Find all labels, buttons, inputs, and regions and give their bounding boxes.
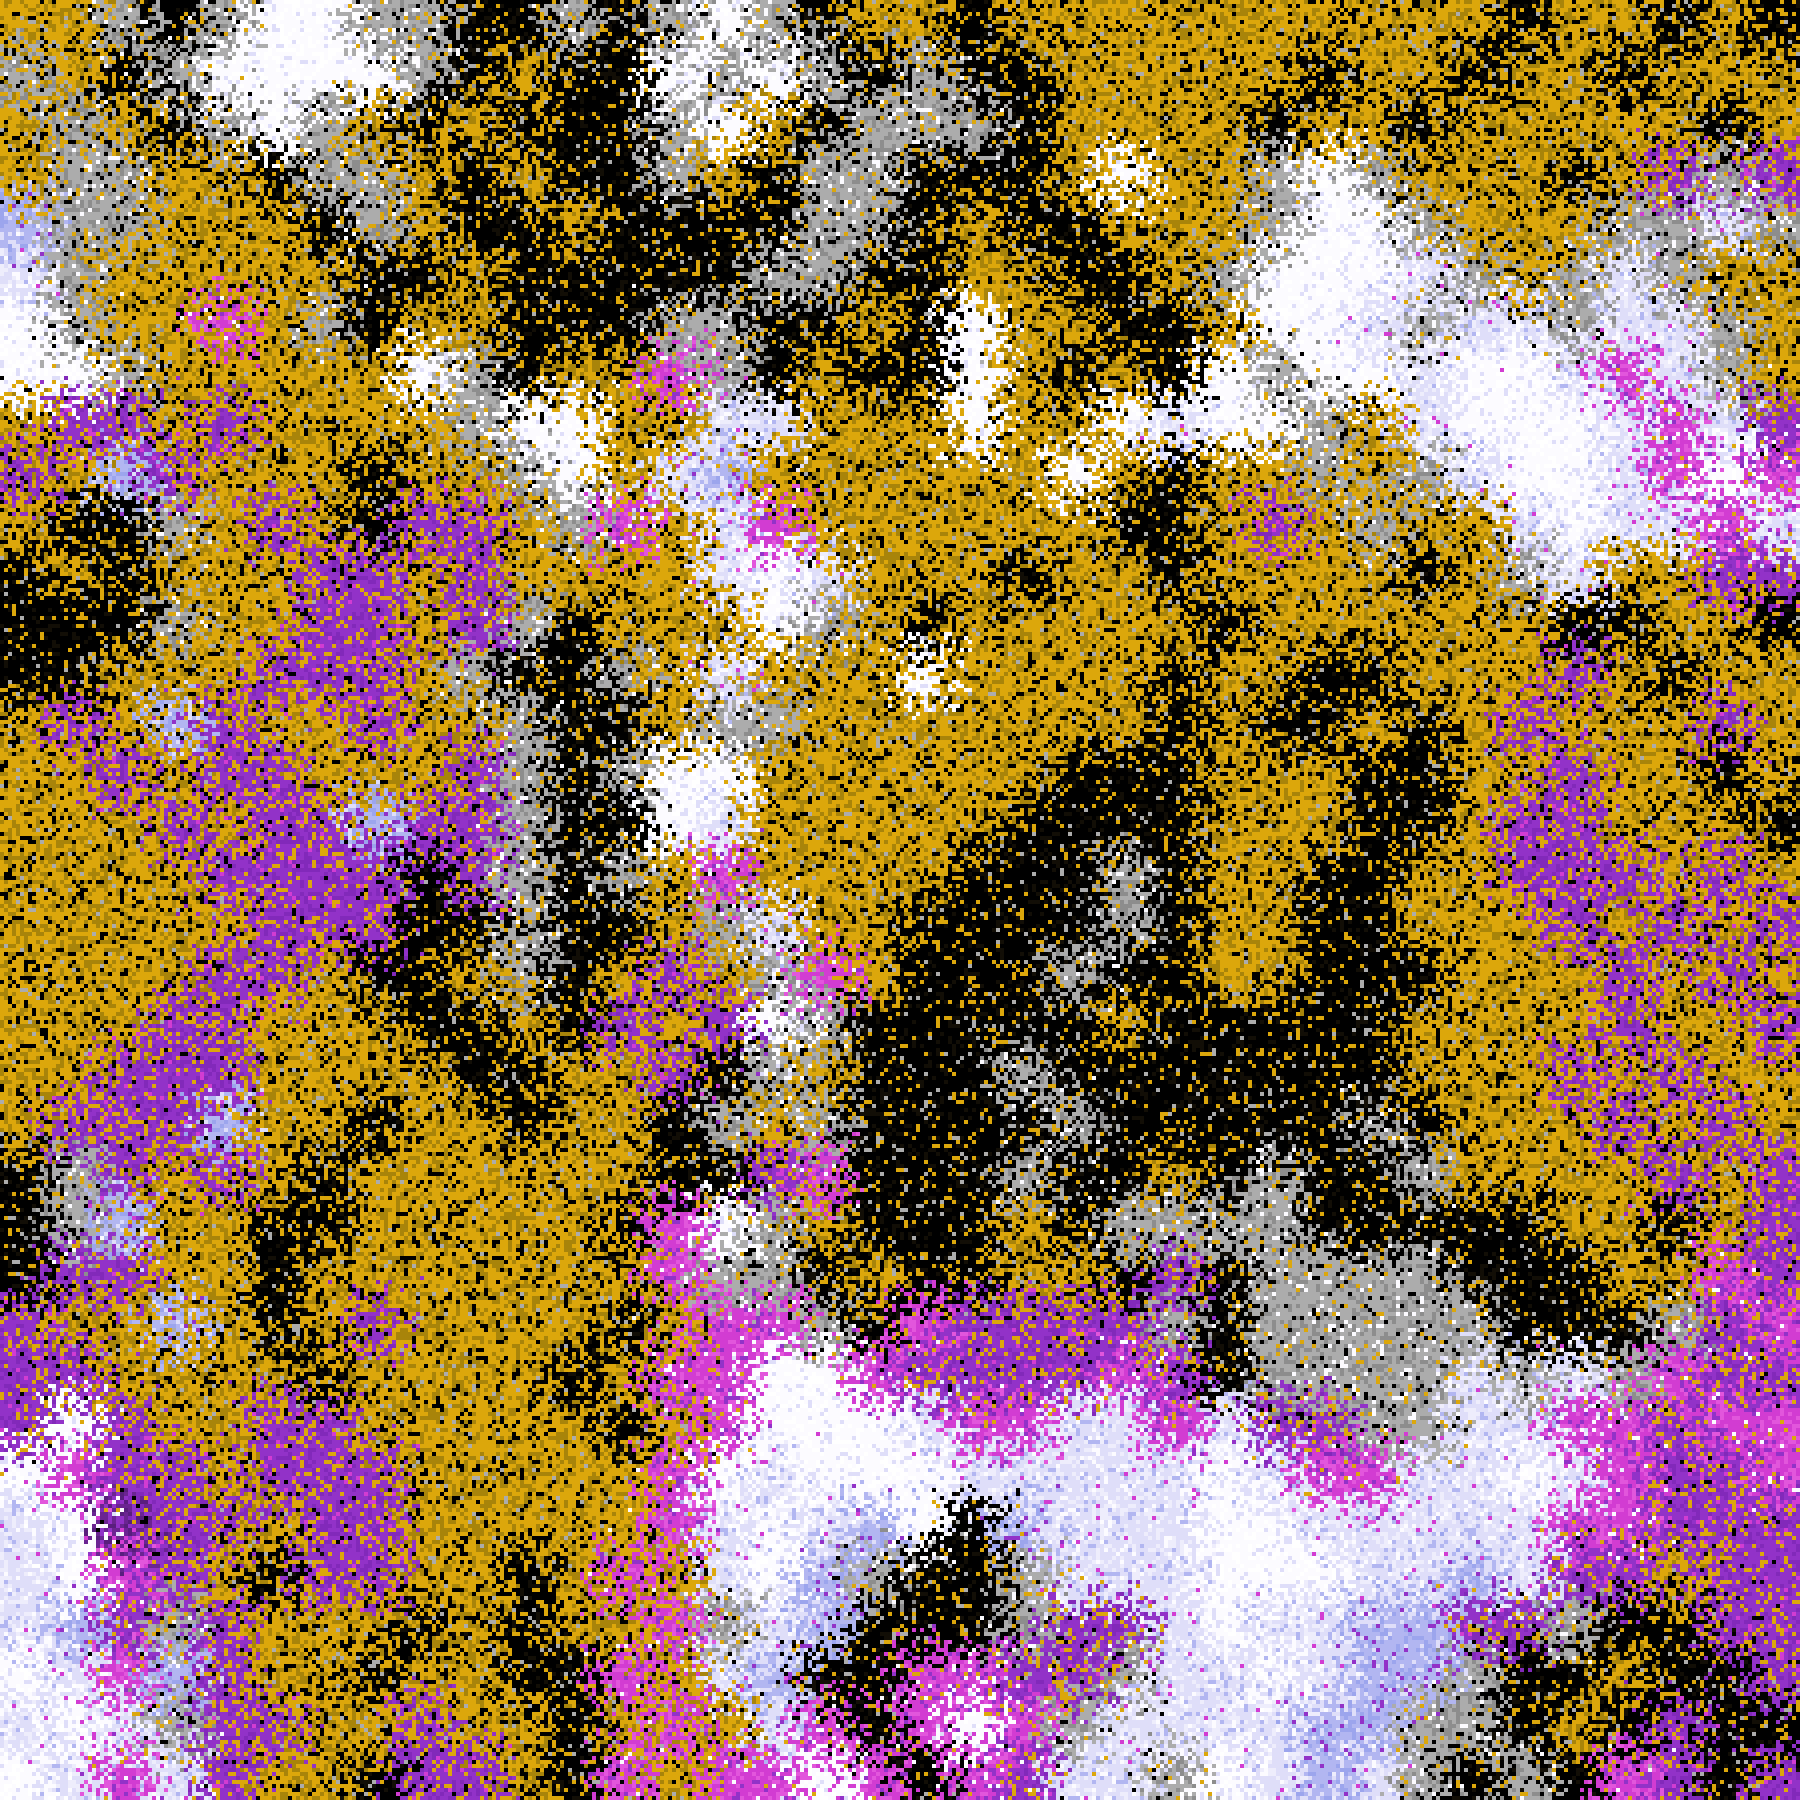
false-color-raster-canvas bbox=[0, 0, 1800, 1800]
satellite-image bbox=[0, 0, 1800, 1800]
